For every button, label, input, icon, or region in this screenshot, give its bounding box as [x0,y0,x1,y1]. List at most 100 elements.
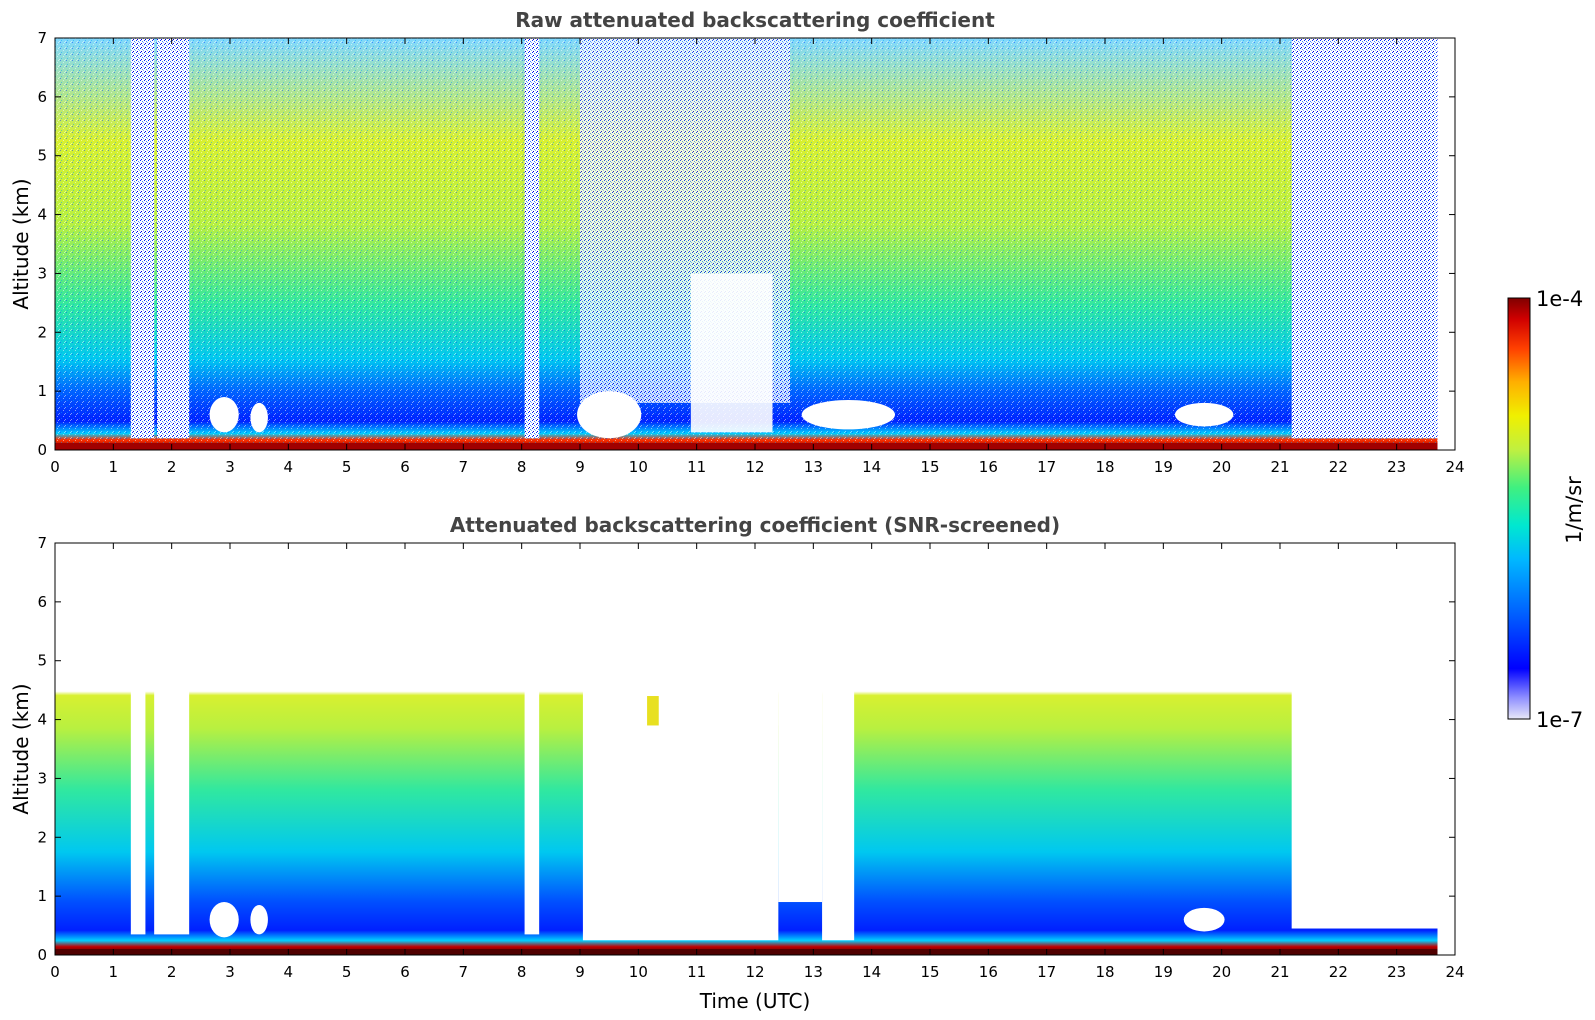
x-tick-label: 1 [109,458,119,476]
x-tick-label: 6 [400,458,410,476]
y-tick-label: 4 [37,206,47,224]
x-tick-label: 23 [1387,458,1406,476]
screened-gap [1291,543,1438,929]
y-tick-label: 7 [37,29,47,47]
cloud-region [250,402,268,433]
y-tick-label: 2 [37,828,47,846]
x-tick-label: 8 [517,458,527,476]
x-tick-label: 7 [459,458,469,476]
cloud-region [577,391,642,439]
surface-layer [55,442,1438,450]
noise-column [524,38,540,439]
y-tick-label: 2 [37,323,47,341]
x-tick-label: 0 [50,458,60,476]
y-tick-label: 6 [37,88,47,106]
x-tick-label: 1 [109,963,119,981]
x-tick-label: 14 [862,458,881,476]
x-tick-label: 19 [1154,458,1173,476]
no-data-column [1437,543,1455,955]
panel-1-axes: 0 1 2 3 4 5 6 7 8 9 10 11 12 13 14 15 16 17 18 19 20 21 22 23 24… [37,29,1464,476]
panel-1-title: Raw attenuated backscattering coefficien… [515,8,995,32]
panel-2-ylabel: Altitude (km) [9,683,33,814]
x-tick-label: 21 [1270,963,1289,981]
x-tick-label: 9 [575,458,585,476]
x-tick-label: 10 [629,458,648,476]
x-tick-label: 18 [1095,458,1114,476]
y-tick-label: 3 [37,769,47,787]
x-tick-label: 9 [575,963,585,981]
y-tick-label: 6 [37,593,47,611]
noise-column [130,38,155,439]
y-tick-label: 5 [37,652,47,670]
raw-backscatter-panel: Raw attenuated backscattering coefficien… [9,8,1465,476]
cloud-region [250,904,268,935]
screened-gap [524,543,540,935]
screened-gap [822,543,855,941]
x-tick-label: 18 [1095,963,1114,981]
x-tick-label: 15 [920,458,939,476]
screened-gap [130,543,146,935]
y-tick-label: 1 [37,382,47,400]
x-tick-label: 13 [804,458,823,476]
x-tick-label: 3 [225,458,235,476]
x-tick-label: 0 [50,963,60,981]
y-tick-label: 0 [37,946,47,964]
x-tick-label: 24 [1445,458,1464,476]
colorbar-min-label: 1e-7 [1536,708,1583,732]
x-tick-label: 3 [225,963,235,981]
y-tick-label: 1 [37,887,47,905]
cloud-region [1175,402,1234,427]
y-tick-label: 5 [37,147,47,165]
screened-gap [582,543,779,941]
x-tick-label: 4 [284,458,294,476]
x-tick-label: 2 [167,458,177,476]
y-tick-label: 3 [37,264,47,282]
x-tick-label: 5 [342,963,352,981]
raw-heatmap-features [55,38,1455,450]
x-tick-label: 15 [920,963,939,981]
screened-heatmap-features [55,543,1455,955]
cloud-region [1183,907,1225,932]
y-tick-label: 0 [37,441,47,459]
panel-2-xlabel: Time (UTC) [699,989,811,1013]
x-tick-label: 20 [1212,458,1231,476]
x-tick-label: 24 [1445,963,1464,981]
aerosol-patch [647,696,659,726]
x-tick-label: 16 [979,458,998,476]
x-tick-label: 10 [629,963,648,981]
cloud-region [801,399,895,430]
x-tick-label: 4 [284,963,294,981]
x-tick-label: 22 [1329,963,1348,981]
cloud-region [209,902,239,938]
x-tick-label: 13 [804,963,823,981]
x-tick-label: 2 [167,963,177,981]
no-data-column [1437,38,1455,450]
x-tick-label: 17 [1037,963,1056,981]
surface-layer [55,949,1438,955]
x-tick-label: 5 [342,458,352,476]
panel-2-axes: 0 1 2 3 4 5 6 7 8 9 10 11 12 13 14 15 16 17 18 19 20 21 22 23 24… [37,534,1464,981]
x-tick-label: 11 [687,963,706,981]
x-tick-label: 12 [745,963,764,981]
colorbar-max-label: 1e-4 [1536,287,1583,311]
y-tick-label: 4 [37,711,47,729]
noise-column [1291,38,1438,439]
x-tick-label: 17 [1037,458,1056,476]
x-tick-label: 19 [1154,963,1173,981]
raw-heatmap [55,38,1455,450]
x-tick-label: 6 [400,963,410,981]
cloud-region [209,397,239,433]
colorbar-unit-label: 1/m/sr [1562,476,1586,544]
noise-column [157,38,190,439]
colorbar-gradient [1507,297,1531,720]
x-tick-label: 23 [1387,963,1406,981]
panel-2-title: Attenuated backscattering coefficient (S… [450,513,1060,537]
screened-gap [778,543,823,726]
x-tick-label: 16 [979,963,998,981]
screened-backscatter-panel: Attenuated backscattering coefficient (S… [9,513,1465,1013]
x-tick-label: 7 [459,963,469,981]
x-tick-label: 20 [1212,963,1231,981]
x-tick-label: 22 [1329,458,1348,476]
cloud-region [690,273,773,433]
